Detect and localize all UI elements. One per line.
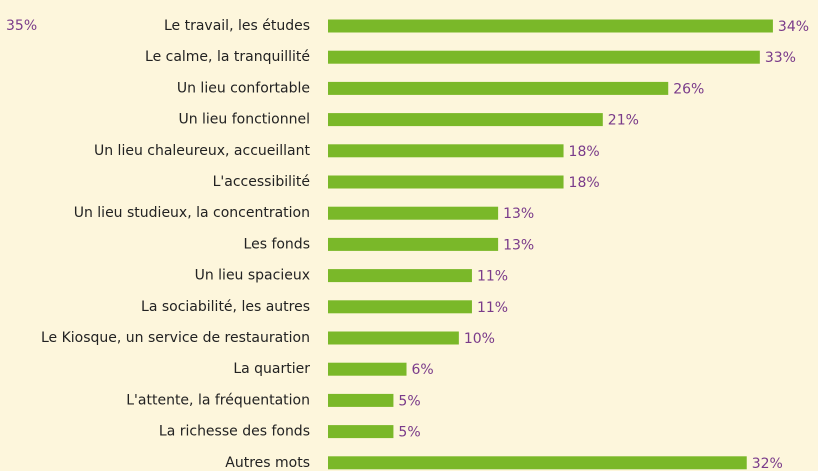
- category-label: Un lieu fonctionnel: [178, 112, 310, 128]
- category-label: Le travail, les études: [164, 18, 310, 34]
- bar: [328, 19, 773, 33]
- category-label: La quartier: [233, 361, 310, 377]
- category-label: Les fonds: [244, 236, 310, 252]
- category-label: La sociabilité, les autres: [141, 299, 310, 315]
- value-label: 34%: [778, 19, 809, 35]
- category-label: Autres mots: [225, 455, 310, 471]
- category-label: La richesse des fonds: [159, 424, 310, 440]
- bar: [328, 300, 472, 314]
- value-label: 5%: [398, 425, 420, 441]
- category-label: Le calme, la tranquillité: [145, 49, 310, 65]
- value-label: 18%: [569, 144, 600, 160]
- bar: [328, 237, 499, 251]
- category-label: Le Kiosque, un service de restauration: [41, 330, 310, 346]
- value-label: 13%: [503, 237, 534, 253]
- value-label: 11%: [477, 300, 508, 316]
- bar: [328, 331, 459, 345]
- bar: [328, 425, 394, 439]
- bar: [328, 362, 407, 376]
- category-label: L'accessibilité: [213, 174, 310, 190]
- value-label: 18%: [569, 175, 600, 191]
- bar: [328, 206, 499, 220]
- category-label: Un lieu chaleureux, accueillant: [94, 143, 311, 159]
- bar: [328, 81, 669, 95]
- value-label: 13%: [503, 206, 534, 222]
- bar: [328, 50, 760, 64]
- bar: [328, 144, 564, 158]
- bar: [328, 269, 472, 283]
- value-label: 33%: [765, 50, 796, 66]
- category-label: Un lieu spacieux: [195, 268, 310, 284]
- value-label: 10%: [464, 331, 495, 347]
- category-label: Un lieu studieux, la concentration: [74, 205, 310, 221]
- value-label: 11%: [477, 269, 508, 285]
- value-label: 21%: [608, 113, 639, 129]
- category-label: Un lieu confortable: [177, 80, 310, 96]
- value-label: 6%: [412, 362, 434, 378]
- bar: [328, 113, 603, 127]
- annotation: 35%: [6, 18, 37, 34]
- value-label: 26%: [673, 81, 704, 97]
- category-label: L'attente, la fréquentation: [126, 392, 310, 408]
- value-label: 32%: [752, 456, 783, 471]
- bar: [328, 393, 394, 407]
- bar: [328, 175, 564, 189]
- value-label: 5%: [398, 393, 420, 409]
- bar: [328, 456, 747, 470]
